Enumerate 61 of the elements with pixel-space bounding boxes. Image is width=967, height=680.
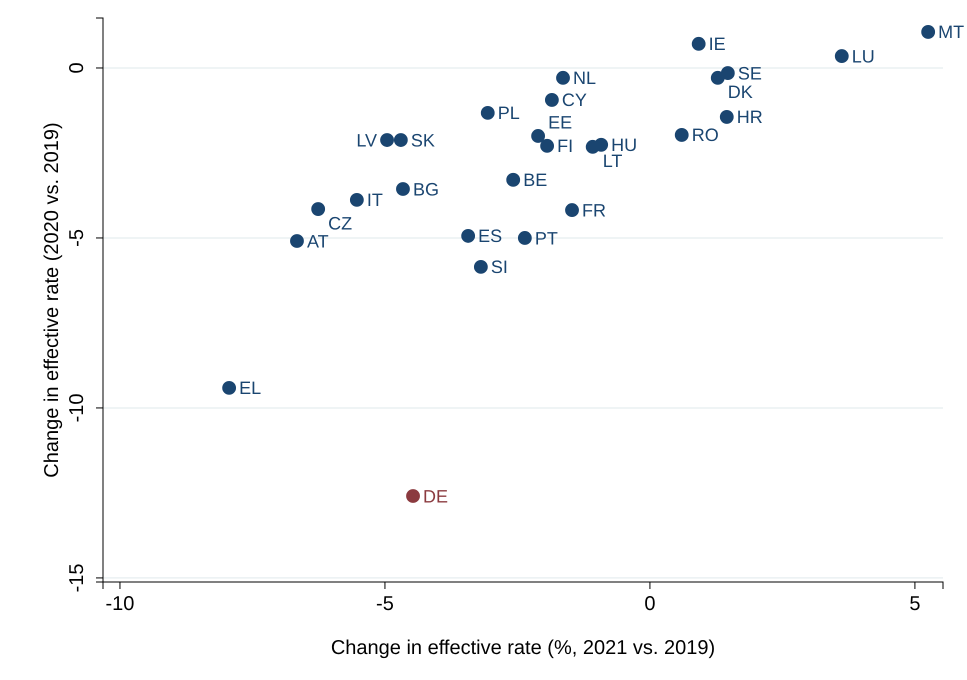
x-tick-label: 0 [644,593,656,615]
point [396,182,410,196]
annotation: BE [523,170,548,190]
point [565,203,579,217]
y-tick-label: -10 [66,393,88,422]
point [461,229,476,243]
point [710,70,725,85]
annotation: SK [410,130,435,150]
x-axis-title: Change in effective rate (%, 2021 vs. 2019) [330,637,716,659]
annotation: SI [490,257,508,278]
point [222,380,236,395]
annotation: CZ [328,213,352,234]
x-tick-label: -5 [376,593,394,615]
point [380,133,394,147]
annotation: IT [366,190,383,210]
annotation: SE [738,63,762,84]
point [531,129,546,143]
x-tick-label: 5 [909,593,920,615]
point [674,128,689,142]
annotation: NL [573,68,596,88]
point [474,260,488,274]
point [350,192,364,207]
point [394,133,408,147]
annotation: LU [852,46,875,66]
point [594,138,608,152]
annotation: FI [557,136,574,156]
annotation: IE [708,34,726,54]
point [540,138,554,153]
annotation: DE [423,486,448,506]
annotation: RO [692,125,719,146]
annotation: PL [498,103,520,124]
annotation: FR [582,200,606,220]
point [518,231,532,245]
annotation: EL [239,378,262,398]
annotation: CY [562,90,587,110]
annotation: AT [306,231,329,252]
point [556,70,570,85]
annotation: ES [478,226,502,246]
point [720,66,735,80]
x-tick-label: -10 [106,593,134,615]
point [506,172,520,187]
point [480,106,495,120]
y-tick-label: 0 [66,62,88,74]
point [311,202,326,216]
point [921,25,936,39]
annotation: HR [736,107,763,128]
y-axis-title: Change in effective rate (2020 vs. 2019) [41,122,63,478]
annotation: LV [356,130,378,150]
annotation: PT [534,228,558,248]
y-tick-label: -5 [66,229,88,247]
point [720,110,734,124]
annotation: MT [938,22,964,42]
point [544,93,559,107]
annotation: BG [412,179,439,200]
point [834,49,849,63]
annotation: DK [728,82,753,102]
point [692,36,706,51]
annotation: EE [548,112,572,132]
point [290,234,304,248]
point [406,489,420,503]
y-tick-label: -15 [66,563,88,592]
